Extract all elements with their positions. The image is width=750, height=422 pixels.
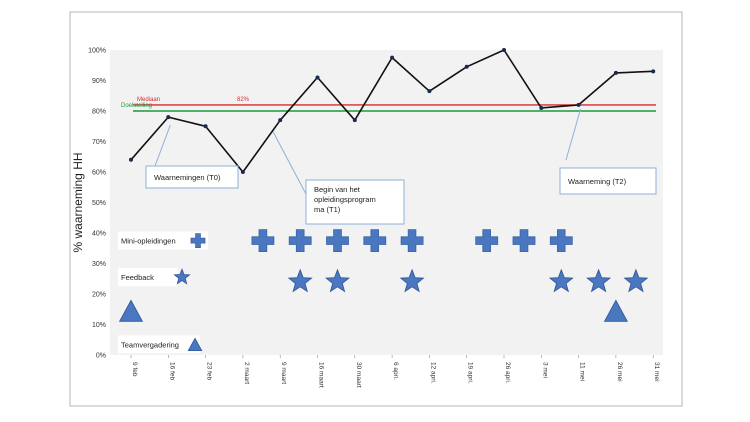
mini-opleiding-marker xyxy=(251,229,275,253)
event-label: Mini-opleidingen xyxy=(121,237,176,246)
data-point xyxy=(539,105,544,110)
callout-text: Waarneming (T2) xyxy=(568,177,627,186)
y-tick-label: 70% xyxy=(92,139,106,146)
median-label: Mediaan xyxy=(137,97,160,103)
x-tick-label: 11 mei xyxy=(579,362,586,381)
callout-box xyxy=(145,165,239,189)
feedback-marker xyxy=(325,268,350,293)
data-point xyxy=(651,69,656,74)
x-tick-label: 12 apri. xyxy=(429,362,436,384)
annotations: Waarnemingen (T0) Begin van hetopleidings… xyxy=(145,165,657,225)
target-label: Doelstelling xyxy=(121,103,152,109)
y-tick-label: 90% xyxy=(92,78,106,85)
x-tick-label: 19 apri. xyxy=(467,362,474,384)
callout-text: ma (T1) xyxy=(314,205,341,214)
event-label-box xyxy=(118,231,208,250)
data-point xyxy=(352,118,357,123)
callout-box xyxy=(305,179,405,225)
data-point xyxy=(166,115,171,120)
x-axis: 9 feb 16 feb 23 feb 2 maart 9 maart 16 maart 3… xyxy=(130,355,660,388)
mini-opleiding-marker xyxy=(475,229,499,253)
x-tick-label: 2 maart xyxy=(243,362,250,384)
feedback-marker xyxy=(548,268,574,293)
callout-text: opleidingsprogram xyxy=(314,195,376,204)
teamvergadering-marker xyxy=(118,299,144,322)
callout-lines xyxy=(154,108,582,195)
event-label-box xyxy=(118,268,178,287)
event-label-box xyxy=(118,335,200,354)
mini-opleiding-marker xyxy=(512,229,536,253)
feedback-marker xyxy=(399,268,425,293)
event-rows: Mini-opleidingen Feedback Teamvergadering xyxy=(118,229,649,354)
x-tick-label: 30 maart xyxy=(355,362,362,388)
x-tick-label: 3 mei xyxy=(541,362,548,378)
x-tick-label: 6 apri. xyxy=(392,362,399,380)
star-icon xyxy=(173,268,191,285)
y-tick-label: 0% xyxy=(96,353,106,360)
y-tick-label: 30% xyxy=(92,261,106,268)
y-tick-label: 80% xyxy=(92,109,106,116)
mini-opleiding-marker xyxy=(288,229,312,253)
callout-box xyxy=(559,167,657,195)
y-axis-label: % waarneming HH xyxy=(71,152,85,252)
x-tick-label: 26 mei xyxy=(616,362,623,382)
feedback-marker xyxy=(287,268,313,293)
x-tick-label: 23 feb xyxy=(206,362,213,380)
callout-pointer xyxy=(271,129,307,195)
teamvergadering-marker xyxy=(603,299,628,322)
x-tick-label: 26 apri. xyxy=(504,362,511,384)
data-point xyxy=(129,157,133,162)
mini-opleiding-marker xyxy=(363,229,387,253)
data-point xyxy=(464,64,469,69)
y-tick-label: 100% xyxy=(88,48,106,55)
data-point xyxy=(613,70,618,75)
median-value-label: 82% xyxy=(237,97,250,103)
feedback-marker xyxy=(586,268,612,293)
y-tick-label: 50% xyxy=(92,200,106,207)
data-point xyxy=(240,170,245,174)
x-tick-label: 16 maart xyxy=(318,362,325,388)
callout-text: Begin van het xyxy=(314,185,361,194)
x-tick-label: 9 maart xyxy=(280,362,287,384)
x-tick-label: 16 feb xyxy=(168,362,175,380)
data-point xyxy=(502,48,506,52)
data-point xyxy=(203,124,208,129)
event-label: Feedback xyxy=(121,273,154,282)
callout-pointer xyxy=(154,124,171,167)
callout-text: Waarnemingen (T0) xyxy=(154,173,221,182)
y-tick-label: 10% xyxy=(92,322,106,329)
x-tick-label: 9 feb xyxy=(131,362,138,377)
mini-opleiding-marker xyxy=(549,229,573,253)
data-point xyxy=(390,55,395,60)
series-points xyxy=(129,48,656,174)
triangle-icon xyxy=(187,337,203,352)
mini-opleiding-marker xyxy=(400,229,424,253)
data-point xyxy=(576,102,581,107)
y-tick-label: 20% xyxy=(92,292,106,299)
mini-opleiding-marker xyxy=(326,229,349,253)
data-point xyxy=(427,89,432,94)
event-label: Teamvergadering xyxy=(121,340,179,349)
data-point xyxy=(315,75,320,80)
x-tick-label: 31 mei xyxy=(653,362,660,382)
data-point xyxy=(278,118,283,123)
callout-pointer xyxy=(565,108,582,161)
y-tick-label: 40% xyxy=(92,231,106,238)
cross-icon xyxy=(190,233,206,249)
y-axis: 0% 10% 20% 30% 40% 50% 60% 70% 80% 90% 100% xyxy=(88,48,106,360)
feedback-marker xyxy=(623,268,649,293)
y-tick-label: 60% xyxy=(92,170,106,177)
